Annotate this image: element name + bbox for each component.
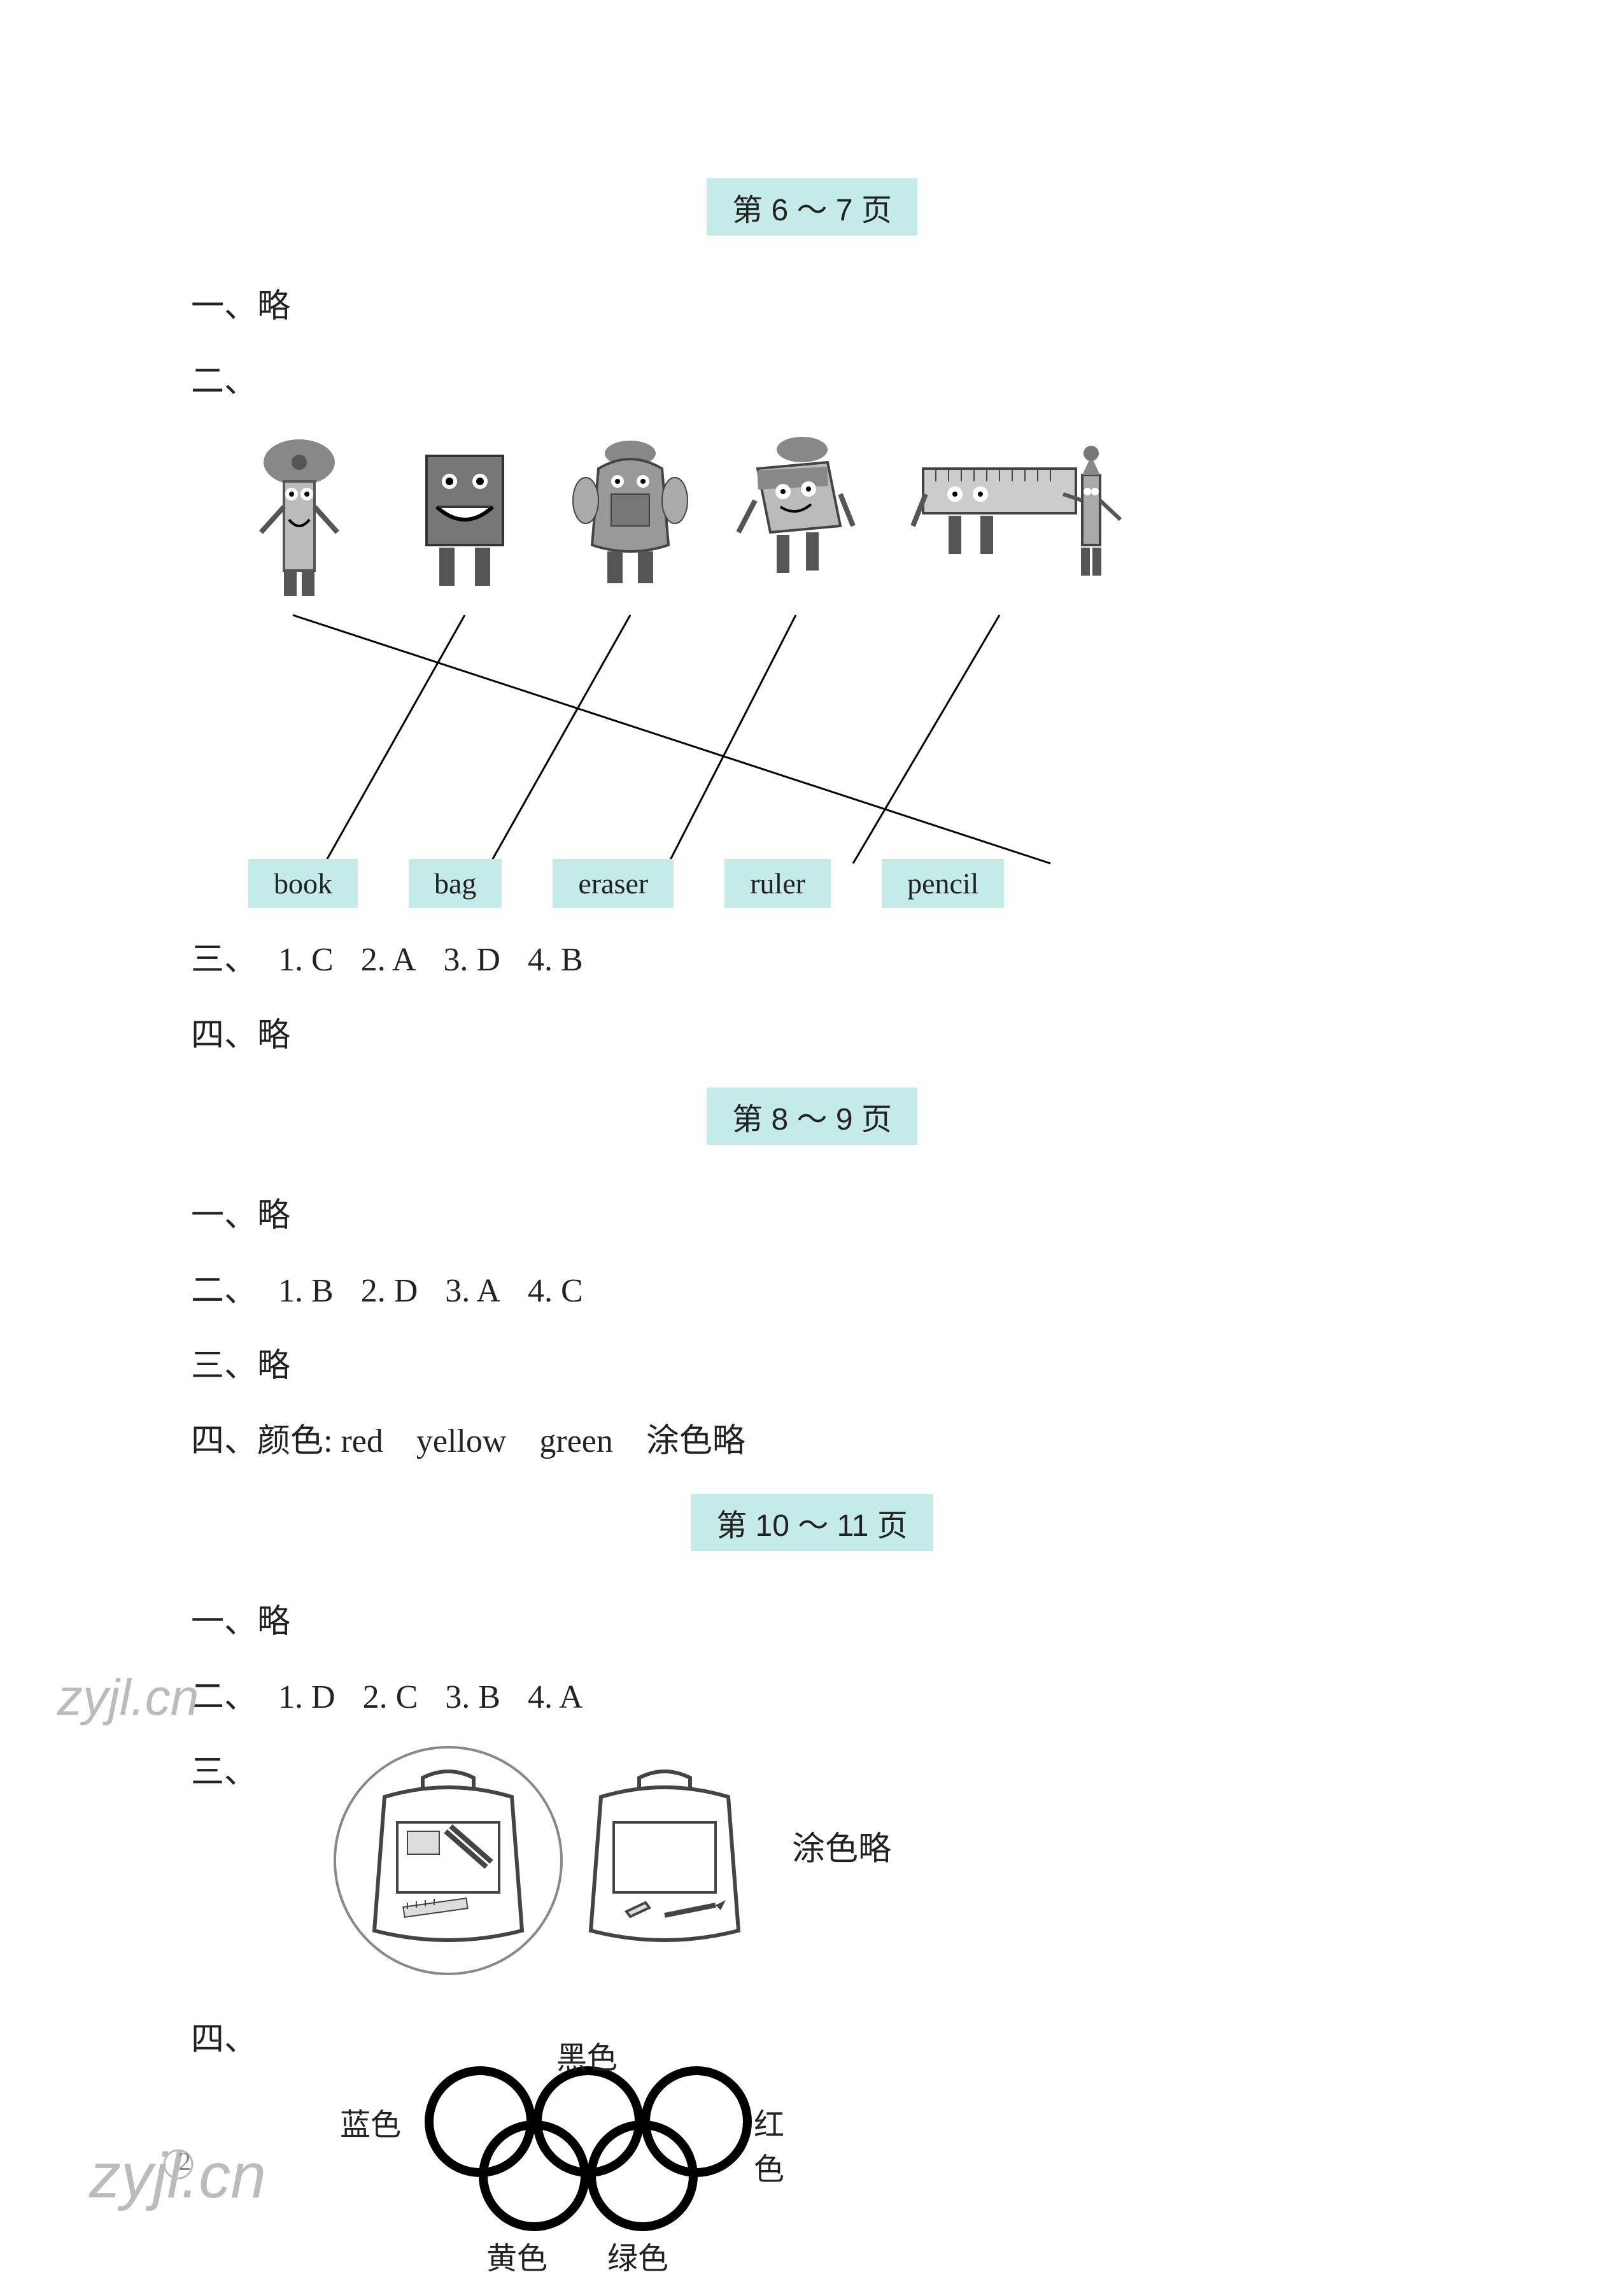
s2-q2-prefix: 二、	[191, 1273, 257, 1309]
s2-q2-a3: 3. A	[445, 1273, 500, 1309]
s2-q4-c2: yellow	[416, 1423, 507, 1459]
page-number: 2	[178, 2147, 191, 2176]
match-word-ruler: ruler	[724, 859, 831, 908]
s3-q2: 二、 1. D 2. C 3. B 4. A	[191, 1671, 1433, 1724]
bag-icon-1	[359, 1765, 537, 1956]
match-word-book: book	[248, 859, 358, 908]
s1-q3-prefix: 三、	[191, 942, 257, 978]
s2-q2-a1: 1. B	[278, 1273, 334, 1309]
match-word-bag: bag	[409, 859, 502, 908]
match-word-pencil: pencil	[882, 859, 1004, 908]
s2-q4-prefix: 四、颜色:	[191, 1423, 332, 1459]
olympic-rings: 黑色 蓝色 红色 黄色 绿色	[378, 2039, 792, 2284]
match-lines-svg	[223, 430, 1241, 908]
s3-q2-prefix: 二、	[191, 1679, 257, 1715]
section-header-2: 第 8 ～ 9 页	[707, 1088, 917, 1145]
s3-q2-a4: 4. A	[528, 1679, 583, 1715]
s1-q3-a3: 3. D	[443, 942, 500, 978]
s3-q4-prefix: 四、	[191, 2013, 257, 2066]
s2-q4-c1: red	[341, 1423, 383, 1459]
s2-q4: 四、颜色: red yellow green 涂色略	[191, 1415, 1433, 1468]
s2-q2: 二、 1. B 2. D 3. A 4. C	[191, 1265, 1433, 1317]
s3-q3-suffix: 涂色略	[792, 1823, 891, 1876]
ring-label-right: 红色	[754, 2099, 792, 2188]
s1-q3-a1: 1. C	[278, 942, 334, 978]
ring-label-left: 蓝色	[340, 2099, 401, 2144]
s3-q2-a3: 3. B	[445, 1679, 500, 1715]
bag-circled	[334, 1746, 563, 1975]
s1-q3: 三、 1. C 2. A 3. D 4. B	[191, 933, 1433, 986]
s1-q1: 一、略	[191, 280, 1433, 333]
s1-q2-prefix: 二、	[191, 364, 257, 400]
s3-q1: 一、略	[191, 1596, 1433, 1649]
section-header-3: 第 10 ～ 11 页	[691, 1494, 933, 1551]
s1-q4: 四、略	[191, 1009, 1433, 1062]
watermark-1: zyjl.cn	[57, 1668, 199, 1727]
s2-q2-a4: 4. C	[528, 1273, 583, 1309]
s2-q3: 三、略	[191, 1340, 1433, 1393]
s2-q1: 一、略	[191, 1189, 1433, 1242]
section-header-1: 第 6 ～ 7 页	[707, 178, 917, 236]
s1-q3-a2: 2. A	[361, 942, 416, 978]
ring-label-bl: 黄色	[486, 2233, 547, 2278]
s3-q2-a1: 1. D	[278, 1679, 335, 1715]
s2-q4-c3: green	[539, 1423, 612, 1459]
s1-q2: 二、	[191, 355, 1433, 408]
s3-q3-prefix: 三、	[191, 1746, 257, 1799]
s3-q2-a2: 2. C	[363, 1679, 418, 1715]
match-word-eraser: eraser	[553, 859, 674, 908]
bag-icon-2	[575, 1765, 754, 1956]
ring-label-top: 黑色	[556, 2032, 618, 2077]
s2-q2-a2: 2. D	[361, 1273, 418, 1309]
s2-q4-suffix: 涂色略	[646, 1423, 745, 1459]
ring-label-br: 绿色	[607, 2233, 668, 2278]
matching-diagram: book bag eraser ruler pencil	[223, 430, 1241, 908]
s1-q3-a4: 4. B	[528, 942, 583, 978]
